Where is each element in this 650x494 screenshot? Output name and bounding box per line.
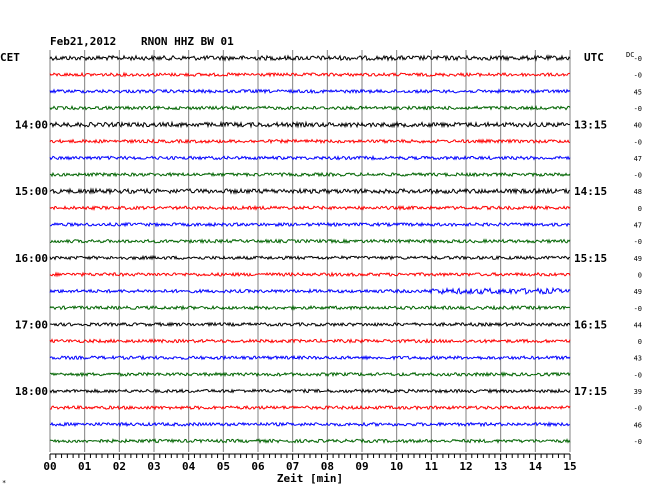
dc-value-1: -0 [634,55,642,63]
station-label: RNON HHZ BW 01 [141,35,234,48]
dc-value-9: 48 [634,188,642,196]
trace-17 [49,321,571,328]
left-hour-label-5: 18:00 [15,385,48,398]
dc-value-19: 43 [634,355,642,363]
trace-5 [49,120,571,129]
right-hour-label-3: 15:15 [574,252,607,265]
dc-value-14: 0 [638,271,642,279]
x-tick-label-14: 14 [529,460,543,473]
dc-value-5: 40 [634,122,642,130]
trace-24 [49,438,571,444]
date-label: Feb21,2012 [50,35,116,48]
trace-10 [49,204,571,211]
dc-value-23: 46 [634,421,642,429]
x-tick-label-10: 10 [390,460,403,473]
x-tick-label-07: 07 [286,460,299,473]
x-axis-label: Zeit [min] [277,472,343,485]
x-tick-label-05: 05 [217,460,230,473]
dc-value-20: -0 [634,371,642,379]
dc-value-13: 49 [634,255,642,263]
dc-value-12: -0 [634,238,642,246]
dc-value-17: 44 [634,321,642,329]
trace-19 [49,354,571,361]
x-tick-label-02: 02 [113,460,126,473]
x-tick-label-09: 09 [355,460,368,473]
x-tick-label-13: 13 [494,460,507,473]
trace-7 [49,154,571,161]
trace-20 [49,371,571,378]
dc-value-22: -0 [634,405,642,413]
time-axis: 14:00 15:00 16:00 17:00 18:00 13:15 14:15 15:15… [15,119,607,473]
trace-13 [49,254,571,261]
right-hour-label-5: 17:15 [574,385,607,398]
right-hour-label-1: 13:15 [574,119,607,132]
dc-value-7: 47 [634,155,642,163]
x-tick-label-11: 11 [425,460,439,473]
trace-15 [49,286,571,296]
dc-value-21: 39 [634,388,642,396]
left-hour-label-4: 17:00 [15,318,48,331]
left-hour-label-1: 14:00 [15,119,48,132]
dc-value-2: -0 [634,72,642,80]
dc-value-15: 49 [634,288,642,296]
x-tick-label-15: 15 [563,460,576,473]
trace-4 [49,104,571,111]
left-timezone-label: CET [0,51,20,64]
dc-value-4: -0 [634,105,642,113]
trace-2 [49,71,571,78]
trace-9 [49,187,571,196]
x-tick-label-12: 12 [459,460,472,473]
x-tick-label-01: 01 [78,460,92,473]
dc-value-10: 0 [638,205,642,213]
x-tick-label-00: 00 [43,460,56,473]
trace-12 [49,238,571,245]
trace-11 [49,221,571,228]
dc-value-16: -0 [634,305,642,313]
trace-18 [49,337,571,344]
trace-6 [49,138,571,145]
dc-header-label: DC [626,51,634,59]
x-tick-label-03: 03 [147,460,160,473]
dc-value-11: 47 [634,222,642,230]
grid-lines [49,50,571,452]
dc-value-3: 45 [634,88,642,96]
trace-3 [49,88,571,95]
x-tick-label-04: 04 [182,460,196,473]
traces-group: -0 -0 45 -0 40 -0 47 -0 48 0 47 -0 49 0 49 -0 44 0 43 -0 39 -… [49,54,642,446]
trace-23 [49,421,571,428]
dc-value-8: -0 [634,172,642,180]
corner-mark: * [2,479,6,487]
right-timezone-label: UTC [584,51,604,64]
trace-16 [49,304,571,311]
right-hour-label-2: 14:15 [574,185,607,198]
trace-22 [49,404,571,411]
x-tick-label-08: 08 [321,460,334,473]
dc-value-18: 0 [638,338,642,346]
left-hour-label-2: 15:00 [15,185,48,198]
right-hour-label-4: 16:15 [574,318,607,331]
trace-1 [49,54,571,62]
left-hour-label-3: 16:00 [15,252,48,265]
trace-21 [49,388,571,394]
dc-value-24: -0 [634,438,642,446]
x-tick-label-06: 06 [251,460,265,473]
trace-14 [49,271,571,278]
trace-8 [49,171,571,178]
dc-value-6: -0 [634,138,642,146]
